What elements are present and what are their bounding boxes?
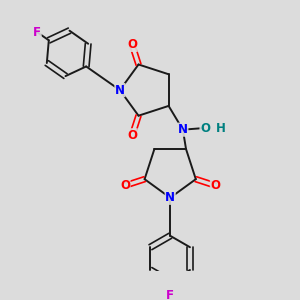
Text: O: O (127, 38, 137, 51)
Text: N: N (165, 191, 175, 204)
Text: N: N (115, 84, 125, 97)
Text: O: O (210, 179, 220, 192)
Text: O: O (120, 179, 130, 192)
Text: F: F (33, 26, 41, 39)
Text: N: N (178, 123, 188, 136)
Text: H: H (216, 122, 226, 135)
Text: F: F (166, 289, 174, 300)
Text: O: O (127, 129, 137, 142)
Text: O: O (200, 122, 210, 135)
